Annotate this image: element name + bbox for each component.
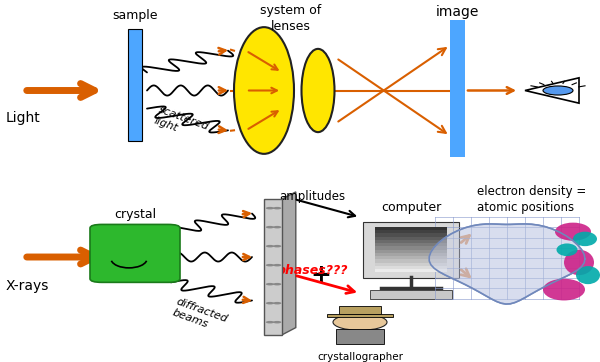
Bar <box>375 230 447 233</box>
Text: scattered
light: scattered light <box>153 105 210 143</box>
Bar <box>339 306 381 314</box>
Bar <box>375 253 447 256</box>
Circle shape <box>333 314 387 330</box>
Bar <box>375 227 447 230</box>
Polygon shape <box>429 224 585 304</box>
Bar <box>327 314 393 317</box>
Ellipse shape <box>543 279 585 300</box>
Text: phases???: phases??? <box>276 264 348 277</box>
Circle shape <box>273 302 281 304</box>
Text: system of
lenses: system of lenses <box>260 4 322 33</box>
Circle shape <box>273 283 281 285</box>
Text: Light: Light <box>6 111 41 125</box>
Bar <box>264 199 282 335</box>
Ellipse shape <box>302 49 335 132</box>
FancyBboxPatch shape <box>370 290 452 299</box>
FancyBboxPatch shape <box>336 329 384 344</box>
Ellipse shape <box>234 27 294 154</box>
Text: sample: sample <box>112 9 158 22</box>
Bar <box>375 263 447 266</box>
FancyBboxPatch shape <box>90 224 180 282</box>
Bar <box>375 269 447 272</box>
Bar <box>375 266 447 269</box>
Circle shape <box>543 86 573 95</box>
Circle shape <box>266 264 274 266</box>
Circle shape <box>266 226 274 228</box>
Ellipse shape <box>576 266 600 284</box>
Ellipse shape <box>555 223 591 241</box>
Text: crystallographer: crystallographer <box>317 353 403 362</box>
Bar <box>375 250 447 253</box>
Circle shape <box>266 245 274 248</box>
Text: crystal: crystal <box>114 208 156 221</box>
Bar <box>375 256 447 259</box>
Bar <box>375 240 447 243</box>
Text: image: image <box>436 5 479 20</box>
Circle shape <box>273 321 281 324</box>
Circle shape <box>266 302 274 304</box>
Ellipse shape <box>557 243 577 256</box>
Polygon shape <box>282 192 296 335</box>
Text: +: + <box>311 263 331 287</box>
Ellipse shape <box>564 250 594 275</box>
Text: computer: computer <box>381 201 441 214</box>
FancyBboxPatch shape <box>363 222 459 278</box>
Circle shape <box>266 321 274 324</box>
Bar <box>375 260 447 263</box>
Text: X-rays: X-rays <box>6 279 49 293</box>
Circle shape <box>266 207 274 210</box>
Text: diffracted
beams: diffracted beams <box>171 297 229 336</box>
Polygon shape <box>525 78 579 103</box>
Circle shape <box>273 264 281 266</box>
Ellipse shape <box>573 232 597 246</box>
Bar <box>375 243 447 246</box>
Polygon shape <box>429 224 585 304</box>
Bar <box>375 247 447 250</box>
Text: electron density =
atomic positions: electron density = atomic positions <box>477 185 586 214</box>
Circle shape <box>273 207 281 210</box>
Bar <box>450 20 465 157</box>
Bar <box>375 233 447 237</box>
Circle shape <box>273 226 281 228</box>
Bar <box>375 237 447 240</box>
Text: amplitudes: amplitudes <box>279 190 345 203</box>
Circle shape <box>266 283 274 285</box>
Circle shape <box>273 245 281 248</box>
Bar <box>128 29 142 141</box>
